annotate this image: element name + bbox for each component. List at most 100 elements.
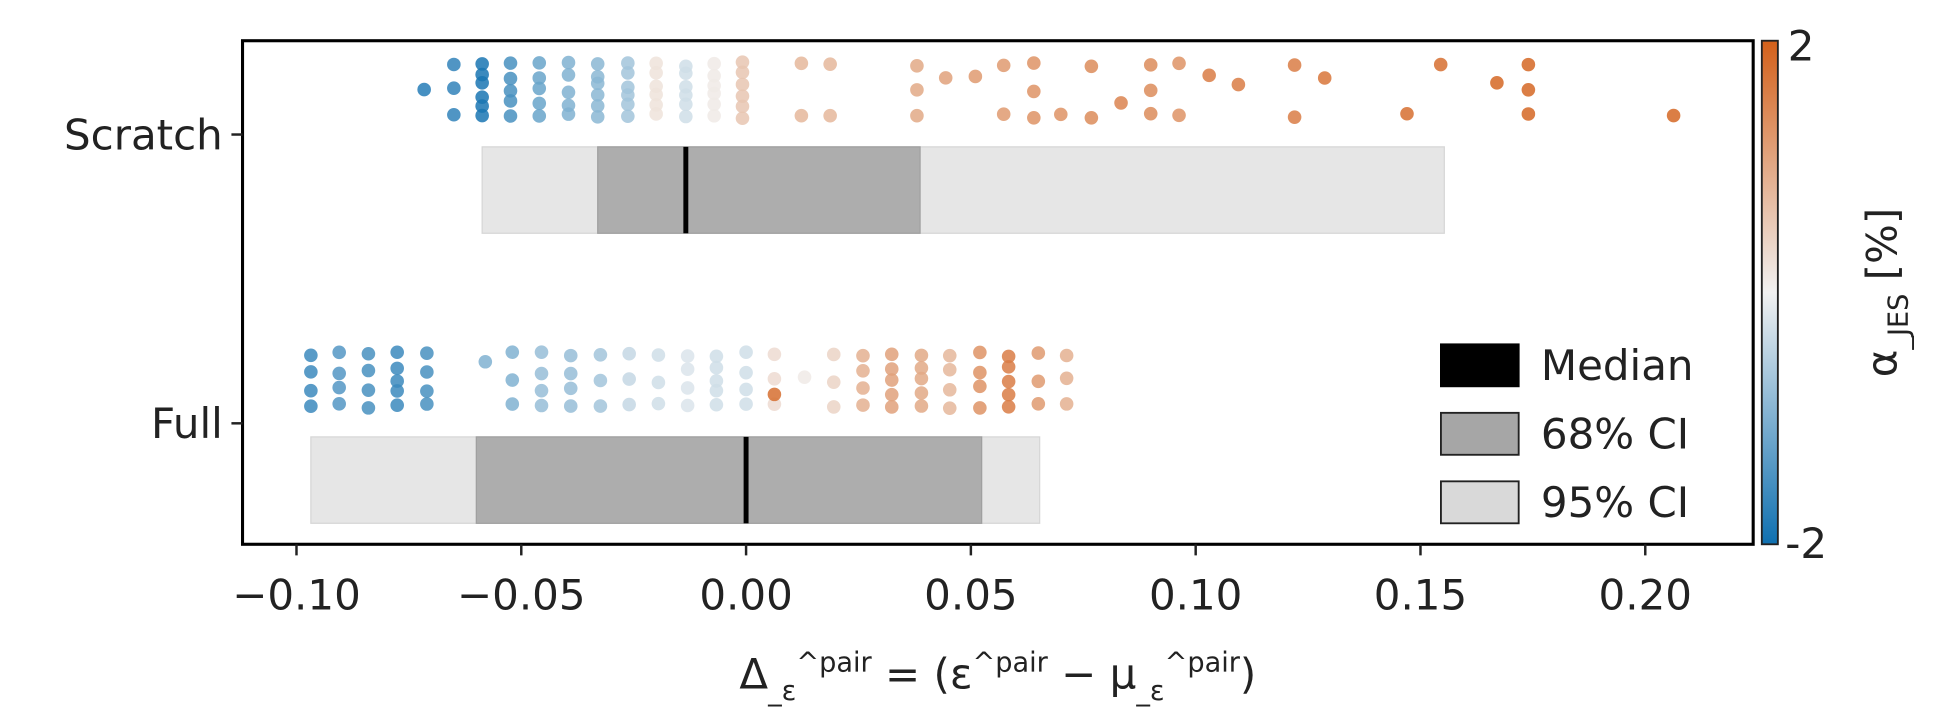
data-point — [651, 375, 666, 390]
data-point — [739, 365, 753, 380]
data-point — [561, 68, 576, 82]
colorbar-max-label: 2 — [1788, 21, 1815, 70]
data-point — [475, 57, 489, 71]
data-point — [1143, 83, 1158, 98]
data-point — [420, 384, 434, 398]
data-point — [478, 354, 493, 369]
data-point — [826, 347, 841, 362]
data-point — [563, 366, 578, 381]
data-point — [532, 96, 547, 111]
data-point — [390, 398, 404, 413]
data-point — [361, 401, 376, 415]
data-point — [534, 345, 549, 359]
y-tick-label-full: Full — [151, 399, 223, 448]
data-point — [1521, 83, 1536, 97]
data-point — [679, 109, 693, 124]
data-point — [856, 398, 870, 412]
data-point — [709, 349, 724, 364]
x-axis-label: Δ_ε^pair = (ε^pair − μ_ε^pair) — [739, 647, 1256, 706]
data-point — [420, 365, 434, 379]
data-point — [390, 361, 404, 376]
data-point — [649, 66, 663, 80]
data-point — [707, 86, 721, 101]
legend-label: 68% CI — [1541, 410, 1689, 459]
median-line — [683, 146, 689, 234]
data-point — [1059, 397, 1074, 411]
data-point — [621, 109, 635, 124]
data-point — [1317, 71, 1332, 85]
data-point — [649, 87, 663, 102]
data-point — [621, 66, 635, 80]
data-point — [1001, 387, 1016, 402]
data-point — [707, 97, 721, 112]
data-point — [1084, 59, 1099, 74]
data-point — [561, 85, 576, 100]
data-point — [1054, 107, 1068, 122]
data-point — [973, 401, 987, 415]
data-point — [361, 383, 376, 397]
data-point — [1001, 374, 1016, 389]
data-point — [973, 365, 987, 380]
data-point — [996, 107, 1011, 121]
data-point — [767, 372, 782, 386]
data-point — [390, 374, 404, 388]
data-point — [823, 108, 837, 123]
data-point — [534, 366, 549, 381]
data-point — [1001, 400, 1016, 414]
data-point — [621, 88, 635, 102]
data-point — [622, 346, 636, 361]
data-point — [475, 108, 489, 123]
data-point — [1521, 107, 1536, 121]
data-point — [590, 88, 605, 102]
data-point — [1027, 110, 1041, 125]
data-point — [304, 348, 318, 363]
data-point — [390, 345, 404, 360]
data-point — [739, 397, 753, 411]
data-point — [826, 400, 841, 414]
data-point — [593, 373, 608, 388]
data-point — [649, 107, 663, 121]
data-point — [475, 99, 489, 113]
data-point — [503, 94, 518, 108]
data-point — [884, 362, 899, 376]
data-point — [884, 400, 899, 414]
data-point — [532, 81, 547, 96]
data-point — [914, 371, 929, 386]
data-point — [707, 69, 721, 83]
legend-swatch — [1440, 343, 1520, 388]
data-point — [505, 345, 520, 359]
data-point — [1114, 96, 1128, 110]
data-point — [1084, 111, 1099, 125]
data-point — [910, 108, 924, 123]
data-point — [709, 360, 724, 375]
data-point — [1287, 110, 1302, 124]
data-point — [532, 71, 547, 85]
data-point — [1143, 106, 1158, 121]
data-point — [914, 399, 929, 413]
data-point — [505, 397, 520, 411]
data-point — [914, 386, 929, 400]
legend-swatch — [1440, 411, 1520, 456]
data-point — [622, 397, 636, 412]
data-point — [973, 379, 987, 394]
data-point — [1027, 84, 1041, 99]
colorbar-label: α_JES [%] — [1857, 208, 1914, 378]
data-point — [534, 383, 549, 398]
data-point — [910, 59, 924, 73]
data-point — [938, 71, 953, 85]
data-point — [649, 56, 663, 71]
data-point — [1521, 57, 1536, 72]
data-point — [561, 55, 576, 70]
data-point — [884, 387, 899, 402]
data-point — [390, 384, 404, 398]
data-point — [590, 57, 605, 71]
data-point — [707, 108, 721, 123]
data-point — [910, 83, 924, 97]
data-point — [420, 397, 434, 411]
data-point — [304, 383, 318, 398]
data-point — [563, 381, 578, 396]
data-point — [1202, 68, 1216, 83]
y-tick-label-scratch: Scratch — [64, 110, 223, 159]
data-point — [794, 56, 809, 71]
